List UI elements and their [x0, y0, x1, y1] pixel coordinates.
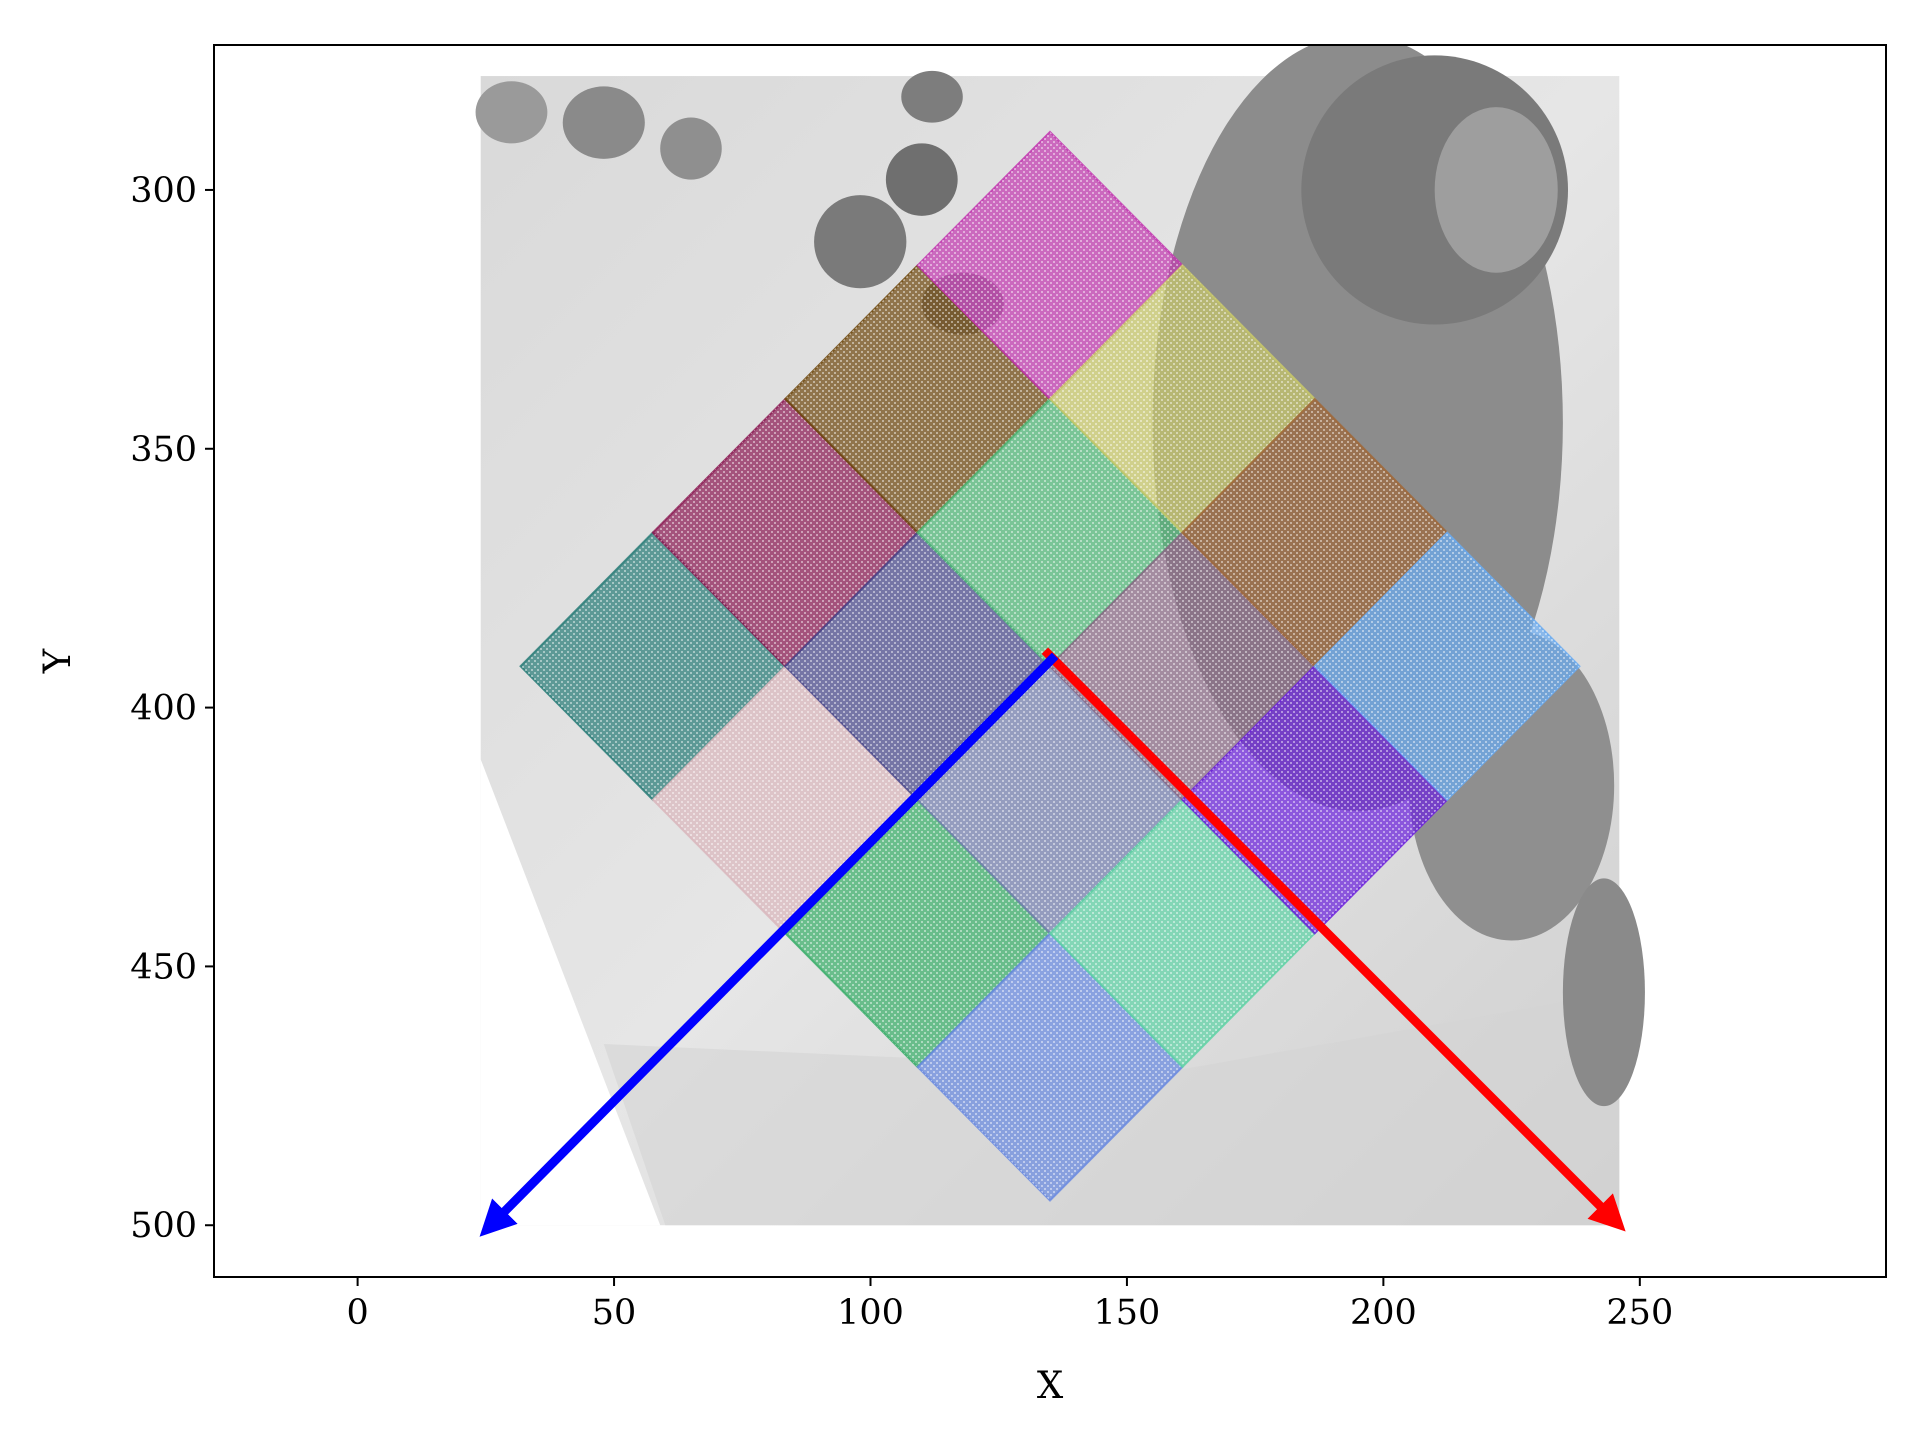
- x-axis: 0 50 100 150 200 250: [346, 1277, 1673, 1333]
- photo-object-11: [1562, 878, 1645, 1107]
- x-tick-label-50: 50: [592, 1293, 637, 1333]
- y-tick-label-350: 350: [130, 430, 197, 470]
- photo-object-9: [1434, 107, 1558, 273]
- photo-object-3: [814, 195, 907, 289]
- photo-object-2: [660, 117, 722, 180]
- patch-13-texture: [1182, 666, 1448, 934]
- patch-15: [1313, 531, 1581, 802]
- x-tick-label-250: 250: [1606, 1293, 1673, 1333]
- photo-object-4: [885, 143, 958, 216]
- x-axis-title: X: [1037, 1364, 1064, 1407]
- patch-3-texture: [785, 532, 1050, 800]
- x-tick-label-200: 200: [1350, 1293, 1417, 1333]
- x-tick-label-150: 150: [1094, 1293, 1161, 1333]
- y-axis: 300 350 400 450 500: [130, 171, 214, 1246]
- photo-blank-corner: [480, 759, 661, 1226]
- plot-frame: [213, 44, 1887, 1278]
- x-tick-label-0: 0: [346, 1293, 368, 1333]
- direction-arrows: [479, 647, 1626, 1237]
- arrow-u-axis: [1041, 647, 1626, 1232]
- y-tick-label-400: 400: [130, 689, 197, 729]
- y-tick-label-500: 500: [130, 1206, 197, 1246]
- photo-object-5: [901, 70, 963, 123]
- photo-object-1: [562, 86, 645, 159]
- y-axis-title: Y: [36, 648, 79, 674]
- arrow-v-axis: [479, 652, 1059, 1237]
- patch-14-texture: [1182, 399, 1448, 667]
- y-tick-label-300: 300: [130, 171, 197, 211]
- y-tick-label-450: 450: [130, 947, 197, 987]
- patch-grid: [519, 130, 1581, 1202]
- patch-5-texture: [785, 265, 1050, 533]
- patch-8-texture: [917, 131, 1183, 399]
- patch-15-texture: [1314, 532, 1580, 800]
- patch-0-texture: [520, 532, 786, 800]
- photo-object-0: [475, 81, 548, 144]
- x-tick-label-100: 100: [837, 1293, 904, 1333]
